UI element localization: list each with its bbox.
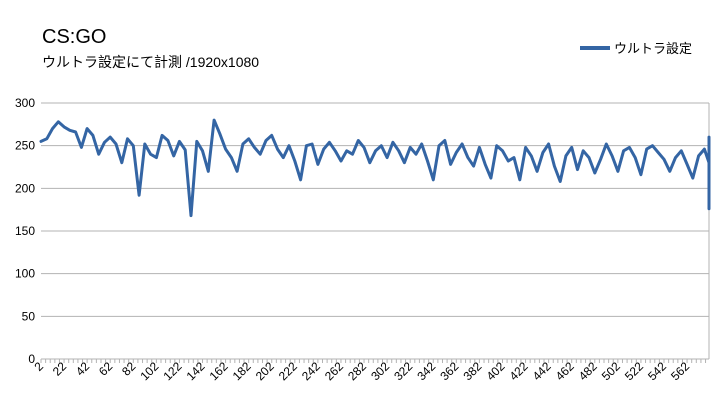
x-tick-label: 182: [230, 359, 254, 383]
x-tick-label: 442: [530, 359, 554, 383]
x-tick-label: 502: [599, 359, 623, 383]
chart-title: CS:GO: [42, 26, 107, 48]
x-tick-label: 202: [253, 359, 277, 383]
x-tick-label: 562: [668, 359, 692, 383]
x-tick-label: 362: [437, 359, 461, 383]
y-tick-label: 150: [15, 224, 35, 238]
x-tick-label: 522: [622, 359, 646, 383]
x-tick-label: 242: [299, 359, 323, 383]
x-tick-label: 462: [553, 359, 577, 383]
x-tick-label: 122: [161, 359, 185, 383]
x-tick-label: 142: [184, 359, 208, 383]
x-tick-label: 262: [322, 359, 346, 383]
y-tick-label: 200: [15, 181, 35, 195]
x-tick-label: 22: [50, 359, 70, 379]
y-tick-label: 250: [15, 139, 35, 153]
x-tick-label: 322: [391, 359, 415, 383]
x-tick-label: 282: [345, 359, 369, 383]
x-tick-label: 42: [73, 359, 93, 379]
x-tick-label: 342: [414, 359, 438, 383]
x-tick-label: 2: [31, 359, 46, 374]
x-tick-label: 82: [119, 359, 139, 379]
y-tick-label: 50: [22, 309, 36, 323]
y-tick-label: 0: [28, 352, 35, 366]
legend-label: ウルトラ設定: [614, 41, 693, 56]
x-tick-label: 302: [368, 359, 392, 383]
y-tick-label: 300: [15, 96, 35, 110]
x-tick-label: 222: [276, 359, 300, 383]
x-tick-label: 482: [576, 359, 600, 383]
x-tick-label: 402: [484, 359, 508, 383]
x-tick-label: 422: [507, 359, 531, 383]
legend: ウルトラ設定: [580, 38, 692, 57]
series-line-ultra: [39, 118, 711, 218]
x-tick-label: 382: [460, 359, 484, 383]
legend-swatch: [580, 45, 610, 50]
chart-subtitle: ウルトラ設定にて計測 /1920x1080: [42, 54, 260, 70]
x-tick-label: 162: [207, 359, 231, 383]
y-tick-label: 100: [15, 267, 35, 281]
x-tick-label: 62: [96, 359, 116, 379]
x-tick-label: 102: [137, 359, 161, 383]
x-tick-label: 542: [645, 359, 669, 383]
